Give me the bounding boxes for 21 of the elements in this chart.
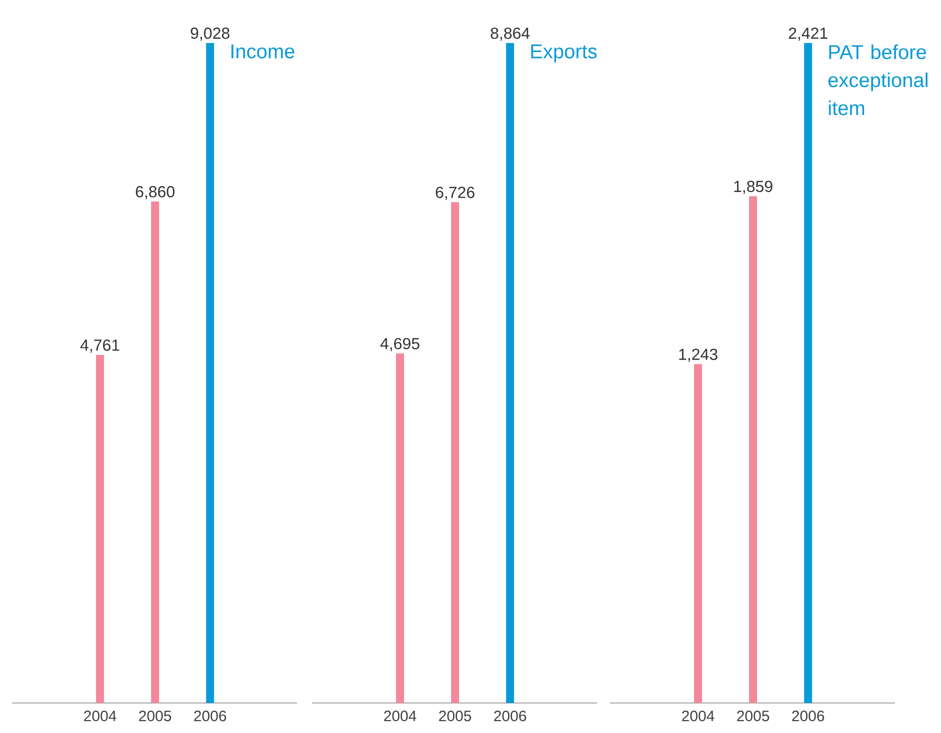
x-tick-label: 2005 — [439, 710, 472, 722]
x-tick-label: 2004 — [84, 710, 116, 722]
chart-title: Income — [231, 44, 294, 58]
x-tick-label: 2004 — [384, 710, 416, 722]
text: PAT before exceptional item — [828, 44, 928, 116]
data-label: 2,421 — [788, 28, 828, 41]
data-label: 6,726 — [436, 186, 474, 200]
x-tick-label: 2005 — [139, 710, 172, 722]
data-label: 8,864 — [490, 28, 530, 41]
data-label: 1,243 — [679, 348, 718, 362]
data-label: 1,859 — [734, 180, 772, 194]
data-label: 4,761 — [80, 340, 120, 353]
chart-title: Exports — [531, 44, 597, 62]
x-tick-label: 2006 — [494, 710, 526, 722]
data-label: 4,695 — [380, 338, 420, 352]
x-tick-label: 2006 — [792, 710, 824, 722]
x-tick-label: 2005 — [737, 710, 770, 722]
data-label: 9,028 — [190, 28, 230, 41]
x-tick-label: 2004 — [682, 710, 714, 722]
x-tick-label: 2006 — [194, 710, 226, 722]
data-label: 6,860 — [136, 186, 174, 200]
